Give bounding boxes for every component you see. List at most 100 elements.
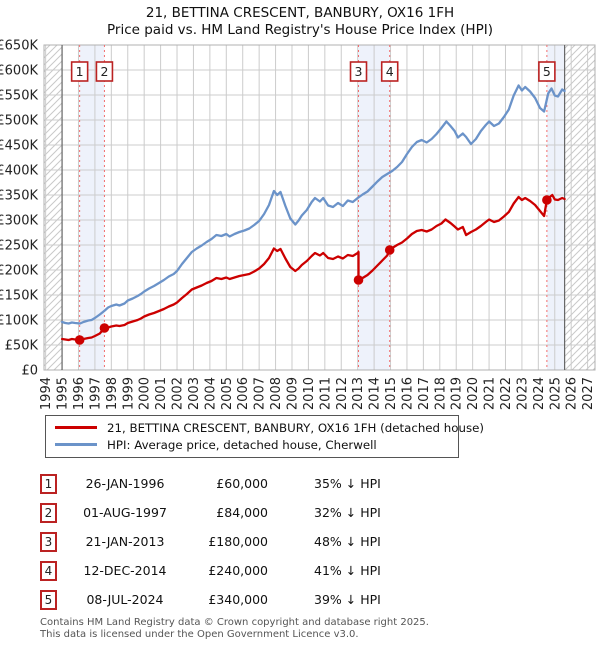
x-tick-label: 2027 [581,377,596,410]
hpi-line-swatch [55,443,97,446]
x-tick-label: 1994 [39,377,54,410]
y-tick-label: £500K [0,114,38,129]
x-tick-label: 2013 [351,377,366,410]
sale-marker-box [95,61,114,82]
sale-point-dot [542,195,552,205]
no-data-hatch [564,45,595,370]
sale-marker-number: 5 [543,64,551,79]
sale-hpi-diff: 39% ↓ HPI [314,592,381,607]
x-tick-label: 2021 [483,377,498,410]
ownership-band [79,45,105,370]
sale-date: 01-AUG-1997 [83,505,167,520]
sale-price: £60,000 [216,476,268,491]
x-tick-label: 2025 [548,377,563,410]
sale-row: 4 12-DEC-2014 £240,000 41% ↓ HPI [0,556,600,585]
x-tick-label: 2024 [532,377,547,410]
x-tick-label: 2026 [565,377,580,410]
x-tick-label: 2023 [515,377,530,410]
x-tick-label: 2022 [499,377,514,410]
y-tick-label: £450K [0,139,38,154]
x-tick-label: 1999 [121,377,136,410]
x-tick-label: 1995 [56,377,71,410]
sale-hpi-diff: 35% ↓ HPI [314,476,381,491]
x-tick-label: 2014 [368,377,383,410]
page-subtitle: Price paid vs. HM Land Registry's House … [107,22,493,38]
y-tick-label: £550K [0,89,38,104]
y-tick-label: £350K [0,189,38,204]
x-tick-label: 2003 [187,377,202,410]
x-tick-label: 2020 [466,377,481,410]
x-tick-label: 2005 [220,377,235,410]
legend-row-property: 21, BETTINA CRESCENT, BANBURY, OX16 1FH … [52,419,484,436]
price-paid-line [60,193,566,342]
legend-row-hpi: HPI: Average price, detached house, Cher… [52,436,454,453]
x-tick-label: 2011 [318,377,333,410]
y-tick-label: £300K [0,214,38,229]
x-tick-label: 1996 [72,377,87,410]
sale-date: 26-JAN-1996 [85,476,165,491]
sale-date: 12-DEC-2014 [83,563,167,578]
x-tick-label: 2001 [154,377,169,410]
x-tick-label: 2015 [384,377,399,410]
x-tick-label: 2016 [400,377,415,410]
footer-line-licence: This data is licensed under the Open Gov… [40,628,359,640]
x-tick-label: 2008 [269,377,284,410]
x-tick-label: 2002 [171,377,186,410]
x-tick-label: 2010 [302,377,317,410]
sale-price: £240,000 [208,563,268,578]
sale-row: 5 08-JUL-2024 £340,000 39% ↓ HPI [0,585,600,614]
x-tick-label: 2012 [335,377,350,410]
license-footer: Contains HM Land Registry data © Crown c… [40,617,600,640]
hpi-line [60,84,566,325]
x-tick-label: 2000 [138,377,153,410]
sale-marker-number: 2 [100,64,108,79]
sale-marker-box [70,61,89,82]
x-tick-label: 2018 [433,377,448,410]
sale-marker-number: 1 [76,64,84,79]
legend-label-property: 21, BETTINA CRESCENT, BANBURY, OX16 1FH … [107,420,484,435]
sale-row: 1 26-JAN-1996 £60,000 35% ↓ HPI [0,469,600,498]
y-tick-label: £100K [0,314,38,329]
sale-row: 3 21-JAN-2013 £180,000 48% ↓ HPI [0,527,600,556]
sale-point-dot [74,335,85,345]
sale-marker-box [380,61,399,82]
y-tick-label: £200K [0,264,38,279]
sale-number-badge: 4 [40,560,57,581]
y-tick-label: £150K [0,289,38,304]
plot-border [43,44,596,371]
sale-row: 2 01-AUG-1997 £84,000 32% ↓ HPI [0,498,600,527]
x-tick-label: 1998 [105,377,120,410]
property-line-swatch [55,426,97,429]
legend-label-hpi: HPI: Average price, detached house, Cher… [107,437,377,452]
sale-marker-box [538,61,556,82]
x-tick-label: 2004 [203,377,218,410]
x-tick-label: 2006 [236,377,251,410]
sale-point-dot [99,323,110,333]
sale-point-dot [384,245,395,255]
sale-date: 21-JAN-2013 [85,534,165,549]
sale-hpi-diff: 48% ↓ HPI [314,534,381,549]
y-tick-label: £0 [21,364,38,379]
sale-marker-box [349,61,368,82]
page-title: 21, BETTINA CRESCENT, BANBURY, OX16 1FH [145,5,455,21]
sale-number-badge: 1 [40,473,57,494]
price-history-chart: 1 2 3 4 5 £0 £50K £100K £150K £200K £250K £300K £350… [0,39,596,410]
y-tick-label: £50K [5,339,39,354]
ownership-band [546,45,565,370]
no-data-hatch [44,45,63,370]
x-tick-label: 2007 [253,377,268,410]
y-tick-label: £250K [0,239,38,254]
footer-line-copyright: Contains HM Land Registry data © Crown c… [40,617,429,628]
sale-price: £84,000 [216,505,268,520]
x-tick-label: 2019 [450,377,465,410]
sale-number-badge: 3 [40,531,57,552]
x-tick-label: 2017 [417,377,432,410]
sale-price: £180,000 [208,534,268,549]
chart-titles: 21, BETTINA CRESCENT, BANBURY, OX16 1FH … [0,0,600,39]
sales-table: 1 26-JAN-1996 £60,000 35% ↓ HPI 2 01-AUG-1997… [0,469,600,614]
sale-marker-number: 4 [386,64,394,79]
x-tick-label: 1997 [88,377,103,410]
y-tick-label: £650K [0,39,38,54]
y-tick-label: £600K [0,64,38,79]
